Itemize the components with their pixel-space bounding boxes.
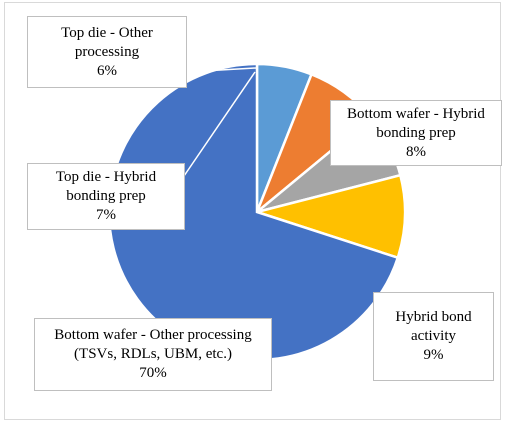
leader-top-die-hybrid <box>183 71 256 177</box>
label-hybrid-bond: Hybrid bond activity 9% <box>373 292 494 381</box>
label-hybrid-bond-line1: Hybrid bond <box>395 309 472 325</box>
label-top-die-hybrid-line2: bonding prep <box>66 188 146 204</box>
label-top-die-other-line1: Top die - Other <box>61 24 153 41</box>
label-hybrid-bond-pct: 9% <box>423 347 444 363</box>
label-top-die-other-pct: 6% <box>97 62 117 79</box>
label-top-die-hybrid: Top die - Hybrid bonding prep 7% <box>27 163 185 230</box>
leader-lines <box>119 67 403 319</box>
label-bottom-wafer-other-pct: 70% <box>139 365 167 381</box>
label-top-die-other-line2: processing <box>74 43 140 60</box>
label-bottom-wafer-hybrid-line1: Bottom wafer - Hybrid <box>347 105 485 122</box>
slice-bottom-wafer-other <box>107 62 400 362</box>
label-bottom-wafer-other: Bottom wafer - Other processing (TSVs, R… <box>34 318 272 391</box>
leader-top-die-other <box>185 67 257 73</box>
slice-hybrid-bond <box>252 173 407 260</box>
label-top-die-other: Top die - Other processing 6% <box>27 16 187 88</box>
label-bottom-wafer-other-line1: Bottom wafer - Other processing <box>54 327 252 343</box>
label-hybrid-bond-line2: activity <box>411 328 456 344</box>
label-bottom-wafer-hybrid-line2: bonding prep <box>376 124 456 141</box>
leader-bottom-wafer-other <box>119 299 151 319</box>
chart-frame <box>4 2 501 420</box>
label-bottom-wafer-hybrid: Bottom wafer - Hybrid bonding prep 8% <box>330 100 502 166</box>
label-bottom-wafer-hybrid-pct: 8% <box>406 143 426 160</box>
label-top-die-hybrid-line1: Top die - Hybrid <box>55 169 157 185</box>
label-bottom-wafer-other-line2: (TSVs, RDLs, UBM, etc.) <box>74 346 232 362</box>
label-top-die-hybrid-pct: 7% <box>96 207 116 223</box>
